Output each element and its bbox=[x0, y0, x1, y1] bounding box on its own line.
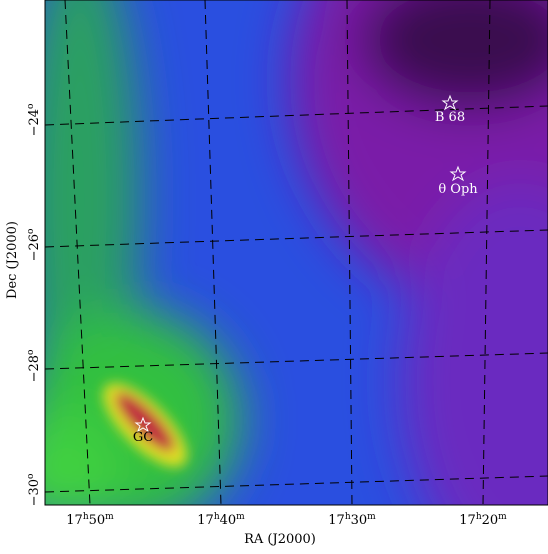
x-tick-label: 17h50m bbox=[66, 512, 114, 528]
x-tick-label: 17h20m bbox=[459, 512, 507, 528]
annotation: θ Oph bbox=[438, 182, 478, 197]
y-tick-label: −26o bbox=[26, 229, 42, 262]
frame bbox=[44, 0, 548, 506]
y-tick-label: −30o bbox=[26, 474, 42, 507]
y-tick-label: −28o bbox=[26, 350, 42, 383]
y-ticks: −24o −26o −28o −30o bbox=[26, 104, 42, 507]
x-tick-label: 17h30m bbox=[328, 512, 376, 528]
y-axis-label: Dec (J2000) bbox=[5, 221, 20, 299]
x-ticks: 17h50m 17h40m 17h30m 17h20m bbox=[66, 512, 507, 528]
annotation: GC bbox=[133, 430, 153, 445]
y-tick-label: −24o bbox=[26, 104, 42, 137]
x-axis-label: RA (J2000) bbox=[244, 532, 316, 547]
annotation: B 68 bbox=[435, 110, 465, 125]
x-tick-label: 17h40m bbox=[197, 512, 245, 528]
